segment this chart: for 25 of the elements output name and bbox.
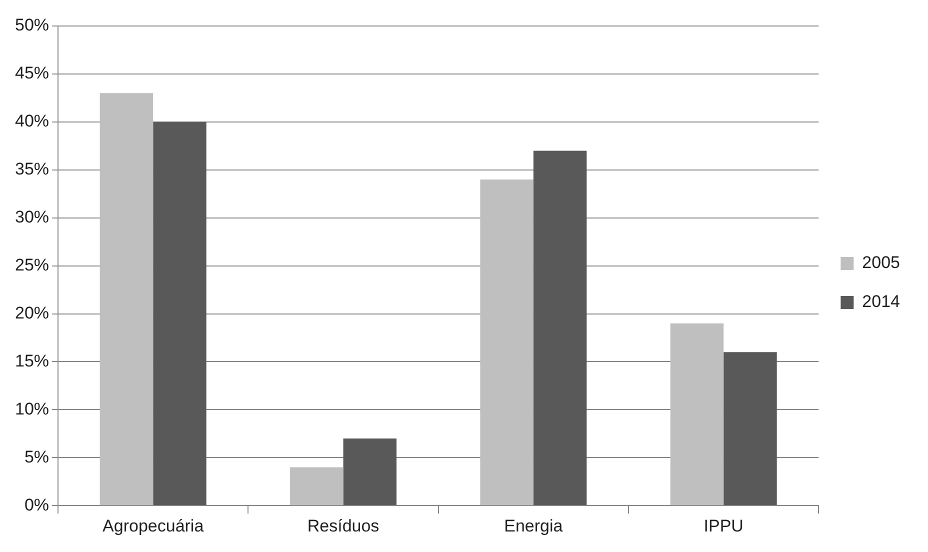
bar [670, 323, 724, 506]
x-tick-label: IPPU [704, 516, 744, 536]
y-tick-label: 50% [14, 16, 50, 35]
bar [480, 179, 534, 506]
y-tick-label: 25% [14, 255, 50, 274]
bar [343, 438, 397, 506]
y-tick-label: 0% [24, 495, 50, 514]
bar [153, 122, 206, 506]
legend-label: 2005 [862, 253, 900, 272]
x-tick-label: Agropecuária [102, 516, 204, 536]
y-tick-label: 10% [14, 399, 50, 418]
y-tick-label: 20% [14, 303, 50, 322]
legend-label: 2014 [862, 292, 900, 312]
y-tick-label: 35% [14, 160, 50, 179]
y-tick-label: 40% [14, 112, 50, 131]
y-tick-label: 30% [14, 208, 50, 227]
y-tick-label: 15% [14, 351, 50, 370]
y-tick-label: 5% [24, 447, 50, 466]
bar [533, 150, 587, 506]
y-tick-label: 45% [14, 64, 50, 83]
bar [724, 352, 777, 506]
x-tick-label: Energia [504, 516, 564, 536]
bar [100, 93, 154, 506]
bar [290, 467, 344, 506]
x-tick-label: Resíduos [307, 516, 380, 536]
